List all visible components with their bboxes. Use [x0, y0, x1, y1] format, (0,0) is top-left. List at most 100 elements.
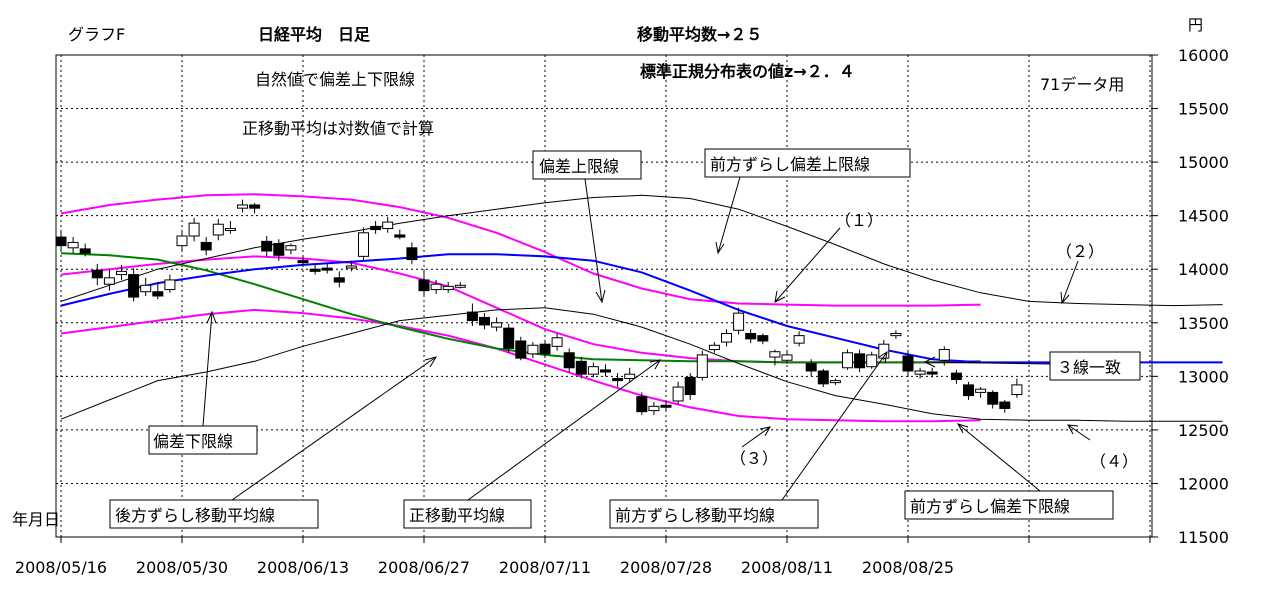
label-box-upper-band	[532, 150, 642, 180]
x-tick-label: 2008/06/13	[257, 558, 349, 577]
candle-body	[418, 279, 430, 292]
arrowhead-n3	[759, 426, 771, 437]
candle-body	[261, 240, 273, 252]
candle-body	[842, 352, 853, 369]
grid-lines	[56, 55, 1152, 537]
candle-body	[938, 349, 950, 361]
y-tick-label: 16000	[1178, 46, 1229, 65]
label-box-backward-ma	[109, 499, 319, 529]
candle-body	[237, 204, 248, 209]
x-tick-label: 2008/07/28	[620, 558, 712, 577]
candle-body	[394, 234, 406, 238]
arrow-positive-ma	[467, 359, 661, 501]
y-axis-tick-labels: 11500 12000 12500 13000 13500 14000 14500 15000…	[1152, 46, 1229, 547]
candle-body	[636, 396, 648, 413]
note-log: 正移動平均は対数値で計算	[242, 119, 434, 138]
candles	[55, 199, 1023, 415]
annotation-arrows	[202, 176, 1091, 501]
candle-body	[987, 391, 999, 405]
y-tick-label: 11500	[1178, 528, 1229, 547]
label-n3: （３）	[730, 449, 778, 468]
candle-body	[442, 285, 454, 291]
candle-body	[91, 269, 103, 279]
label-forward-upper: 前方ずらし偏差上限線	[710, 155, 870, 174]
candle-body	[128, 274, 140, 298]
candle-body	[164, 279, 176, 291]
candle-body	[733, 312, 745, 331]
candle-body	[878, 343, 890, 359]
candle-body	[950, 372, 962, 381]
candle-body	[321, 267, 333, 271]
candle-body	[176, 235, 188, 247]
graph-label: グラフF	[68, 25, 125, 44]
label-upper-band: 偏差上限線	[539, 157, 619, 176]
candle-body	[551, 337, 563, 347]
candle-body	[152, 291, 164, 297]
x-tick-label: 2008/08/11	[741, 558, 833, 577]
candle-body	[914, 370, 926, 375]
x-tick-label: 2008/05/30	[136, 558, 228, 577]
label-forward-ma: 前方ずらし移動平均線	[615, 506, 775, 525]
arrow-forward-lower	[957, 423, 1041, 492]
arrow-forward-ma	[781, 351, 888, 501]
x-tick-label: 2008/07/11	[499, 558, 591, 577]
candle-body	[503, 327, 515, 349]
candle-body	[103, 277, 115, 285]
candle-body	[479, 316, 490, 326]
candle-body	[79, 248, 91, 254]
candle-body	[648, 405, 660, 412]
candle-body	[829, 380, 841, 384]
candle-body	[345, 265, 357, 269]
candle-body	[769, 351, 781, 358]
candle-body	[249, 204, 261, 209]
candle-body	[696, 354, 708, 378]
candle-body	[708, 344, 720, 351]
candle-body	[140, 284, 152, 293]
candle-body	[333, 277, 345, 283]
candle-body	[721, 332, 732, 343]
candle-body	[55, 236, 67, 247]
label-lower-band: 偏差下限線	[153, 432, 233, 451]
arrowhead-lower-band	[206, 310, 217, 324]
candle-body	[600, 369, 611, 373]
arrowhead-backward-ma	[424, 356, 438, 368]
candle-body	[406, 247, 418, 261]
candle-body	[309, 268, 321, 272]
candle-body	[224, 228, 236, 232]
arrowhead-upper-band	[595, 289, 606, 304]
label-box-forward-lower	[904, 490, 1114, 520]
series-line-6	[60, 307, 1223, 422]
label-n1: （１）	[835, 211, 883, 230]
candle-body	[793, 335, 805, 344]
ma-period: 移動平均数→２５	[637, 25, 762, 44]
label-positive-ma: 正移動平均線	[409, 506, 505, 525]
arrowhead-forward-ma	[878, 350, 888, 364]
series-line-0	[60, 193, 981, 307]
plot-frame	[55, 54, 1153, 538]
arrowhead-three-lines	[923, 356, 936, 368]
candle-body	[273, 243, 285, 256]
x-tick-label: 2008/08/25	[862, 558, 954, 577]
label-box-three-lines	[1049, 351, 1141, 381]
candle-body	[370, 225, 382, 231]
label-n2: （２）	[1056, 242, 1104, 261]
data-note: 71データ用	[1040, 75, 1124, 94]
candle-body	[684, 376, 696, 396]
candle-body	[963, 384, 974, 397]
candle-body	[430, 283, 442, 291]
candle-body	[745, 332, 757, 340]
arrow-n3	[741, 426, 771, 448]
candle-body	[757, 335, 769, 342]
candle-body	[660, 404, 672, 408]
arrowhead-n2	[1060, 291, 1070, 305]
x-tick-label: 2008/05/16	[15, 558, 107, 577]
candle-body	[382, 221, 394, 230]
y-tick-label: 15500	[1178, 100, 1229, 119]
label-box-forward-upper	[704, 148, 911, 178]
arrowhead-n1	[774, 290, 786, 303]
candle-body	[672, 386, 684, 402]
series-line-4	[60, 253, 1223, 364]
chart-title: 日経平均 日足	[258, 25, 371, 44]
y-tick-label: 15000	[1178, 153, 1229, 172]
